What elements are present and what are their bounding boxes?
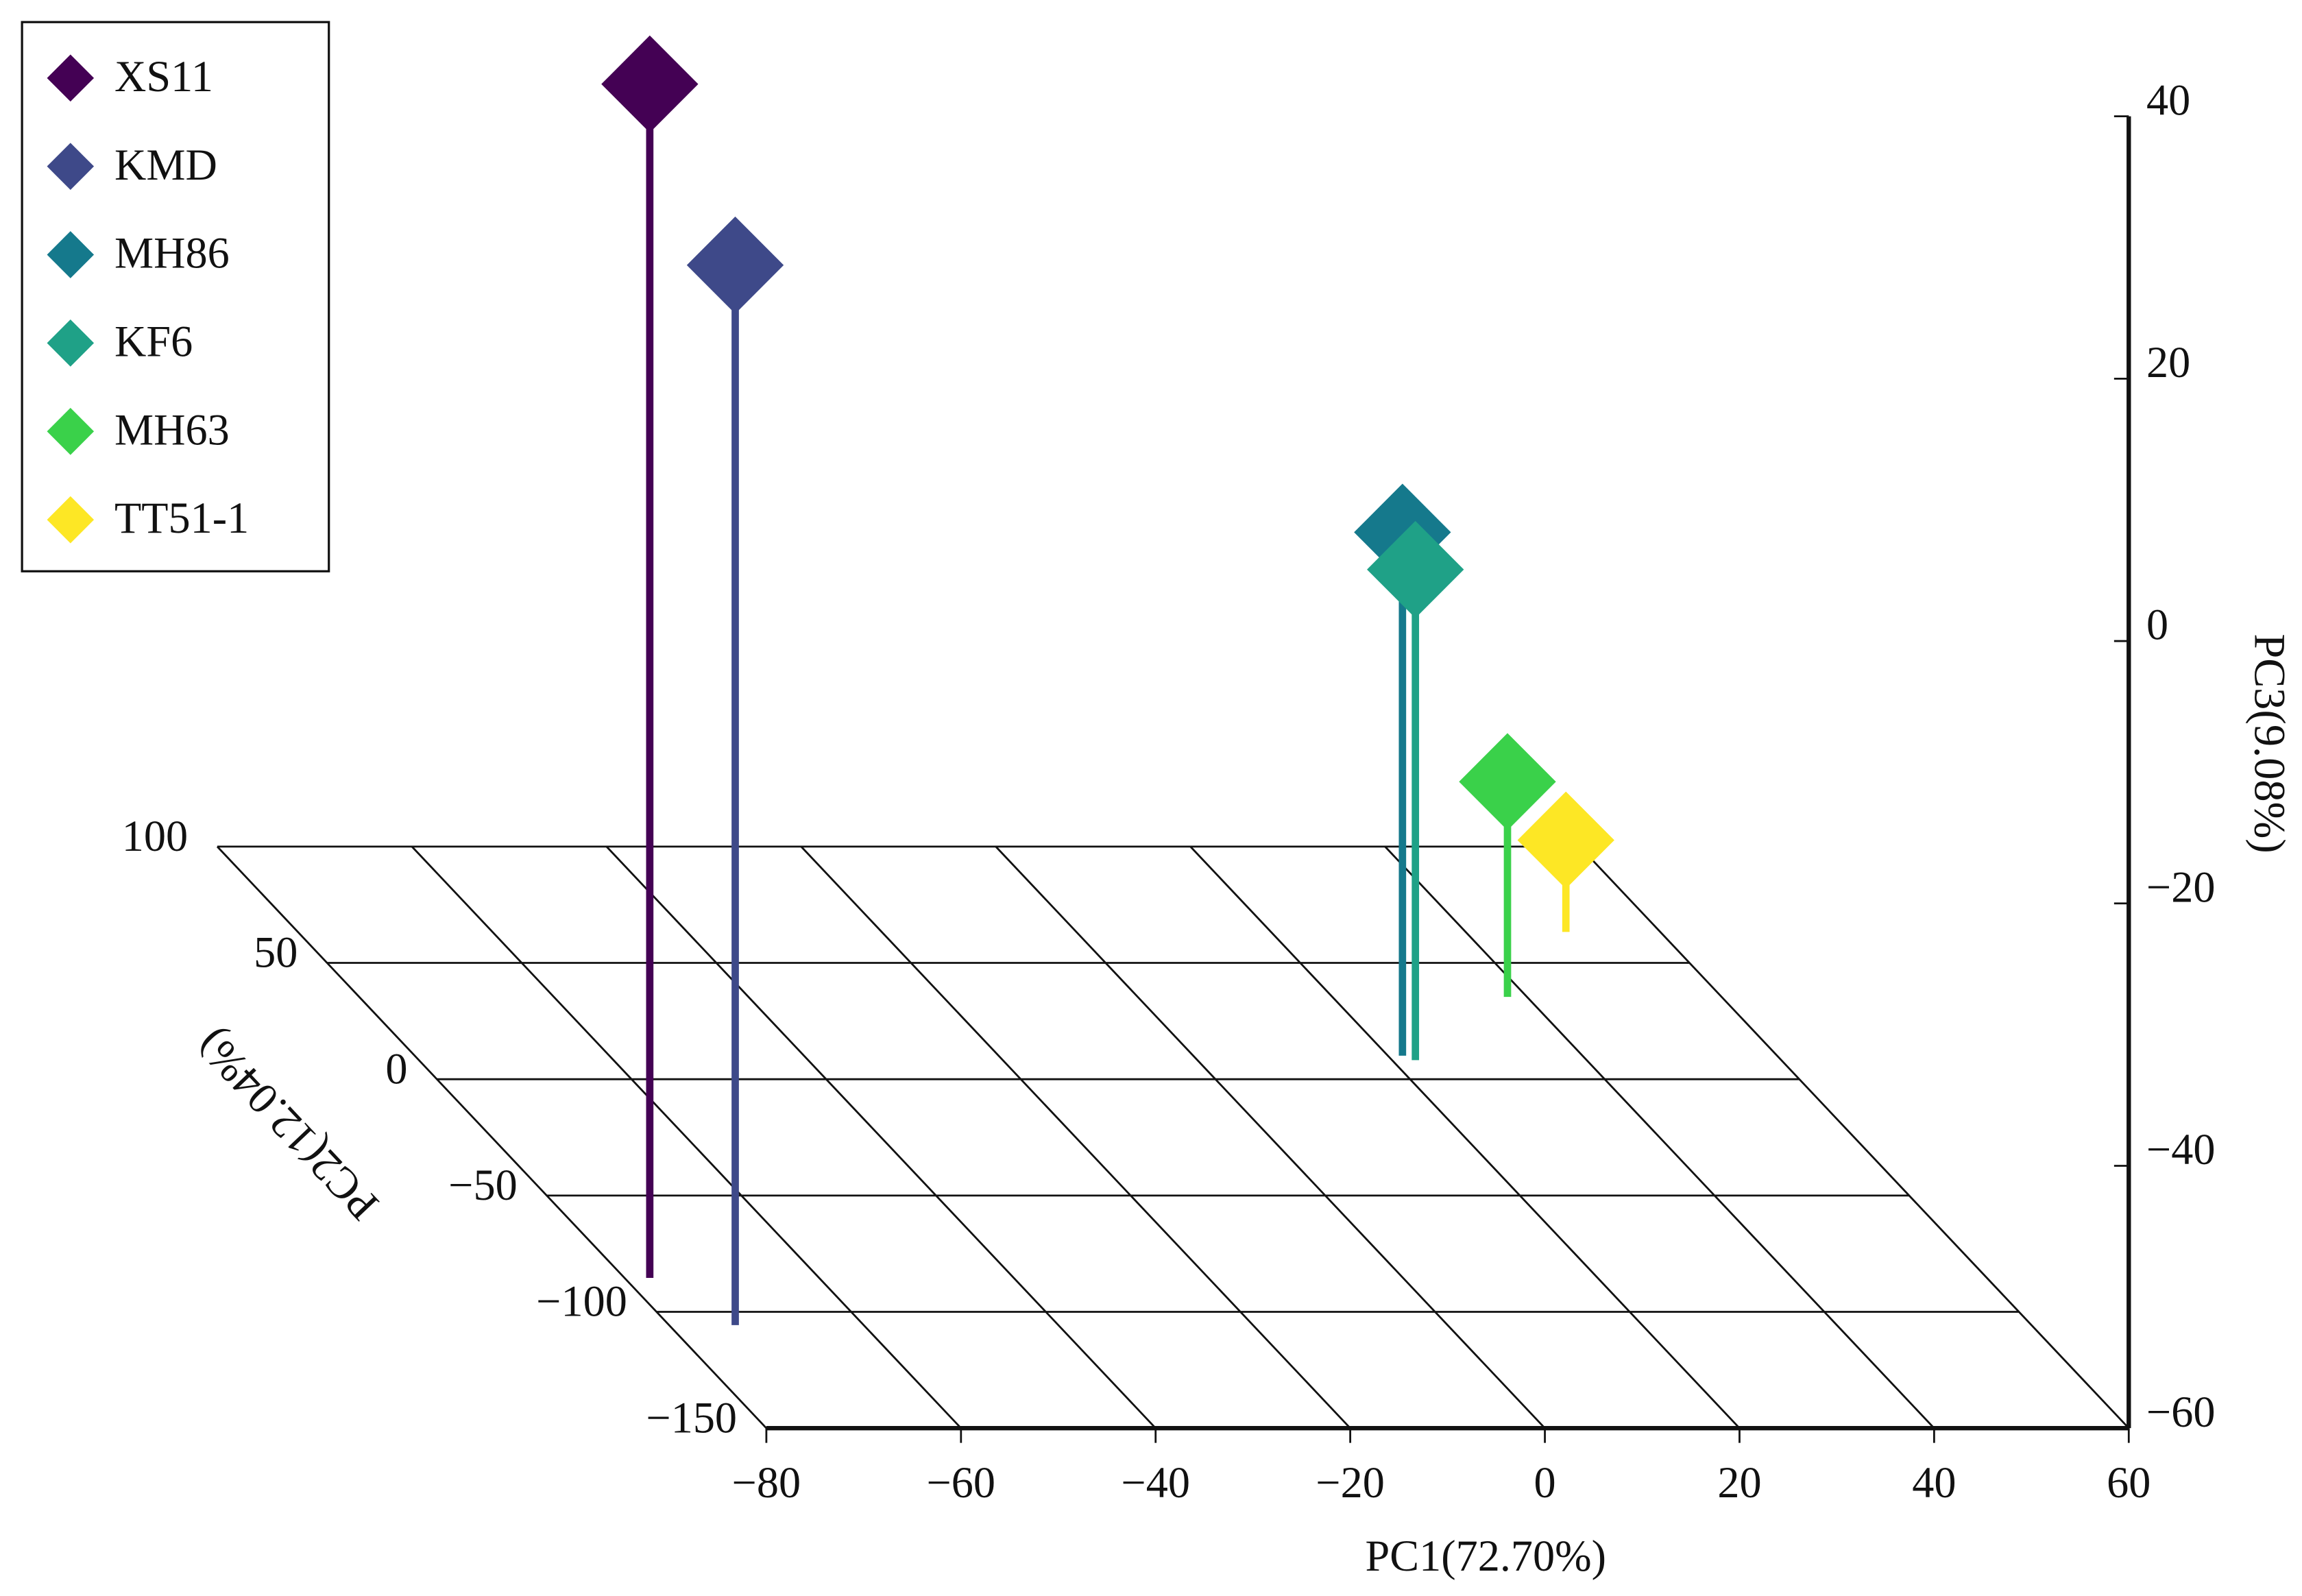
legend-box xyxy=(21,21,330,572)
y-axis-label: PC2(12.04%) xyxy=(187,1021,388,1230)
y-tick-label: 0 xyxy=(385,1044,407,1093)
marker xyxy=(1517,791,1614,889)
x-tick-label: −60 xyxy=(927,1458,995,1507)
y-tick-label: 50 xyxy=(254,928,298,977)
grid-line xyxy=(411,845,962,1429)
grid-line xyxy=(1579,845,2130,1429)
z-tick-label: 0 xyxy=(2146,601,2168,649)
x-axis-label: PC1(72.70%) xyxy=(1366,1532,1607,1580)
x-tick-label: −20 xyxy=(1316,1458,1384,1507)
y-tick-label: 100 xyxy=(122,812,188,860)
legend-marker xyxy=(47,143,95,191)
marker xyxy=(1367,520,1464,618)
x-tick-label: 20 xyxy=(1717,1458,1761,1507)
x-tick-label: 60 xyxy=(2107,1458,2150,1507)
legend-label: MH86 xyxy=(114,229,230,278)
grid-line xyxy=(800,845,1351,1429)
grid-line xyxy=(995,845,1546,1429)
legend-label: TT51-1 xyxy=(114,494,249,542)
legend-label: MH63 xyxy=(114,405,230,454)
grid-line xyxy=(1384,845,1935,1429)
y-tick-label: −100 xyxy=(536,1277,627,1326)
x-tick-label: 40 xyxy=(1912,1458,1956,1507)
z-tick-label: −20 xyxy=(2146,862,2215,911)
marker xyxy=(686,216,784,314)
legend-label: KF6 xyxy=(114,317,193,365)
x-tick-label: 0 xyxy=(1534,1458,1555,1507)
grid-line xyxy=(1189,845,1741,1429)
y-tick-label: −150 xyxy=(646,1393,737,1442)
legend-label: XS11 xyxy=(114,52,213,101)
legend-marker xyxy=(47,231,95,278)
marker xyxy=(601,35,699,133)
z-tick-label: 40 xyxy=(2146,75,2190,124)
z-tick-label: −60 xyxy=(2146,1388,2215,1436)
z-tick-label: 20 xyxy=(2146,338,2190,387)
grid-line xyxy=(216,845,767,1429)
x-tick-label: −80 xyxy=(732,1458,801,1507)
legend-label: KMD xyxy=(114,141,217,189)
x-tick-label: −40 xyxy=(1121,1458,1189,1507)
z-tick-label: −40 xyxy=(2146,1125,2215,1174)
legend-marker xyxy=(47,54,95,102)
y-tick-label: −50 xyxy=(448,1161,517,1209)
legend-marker xyxy=(47,319,95,367)
grid-line xyxy=(605,845,1156,1429)
legend-marker xyxy=(47,407,95,455)
marker xyxy=(1459,733,1556,831)
z-axis-label: PC3(9.08%) xyxy=(2246,633,2294,853)
